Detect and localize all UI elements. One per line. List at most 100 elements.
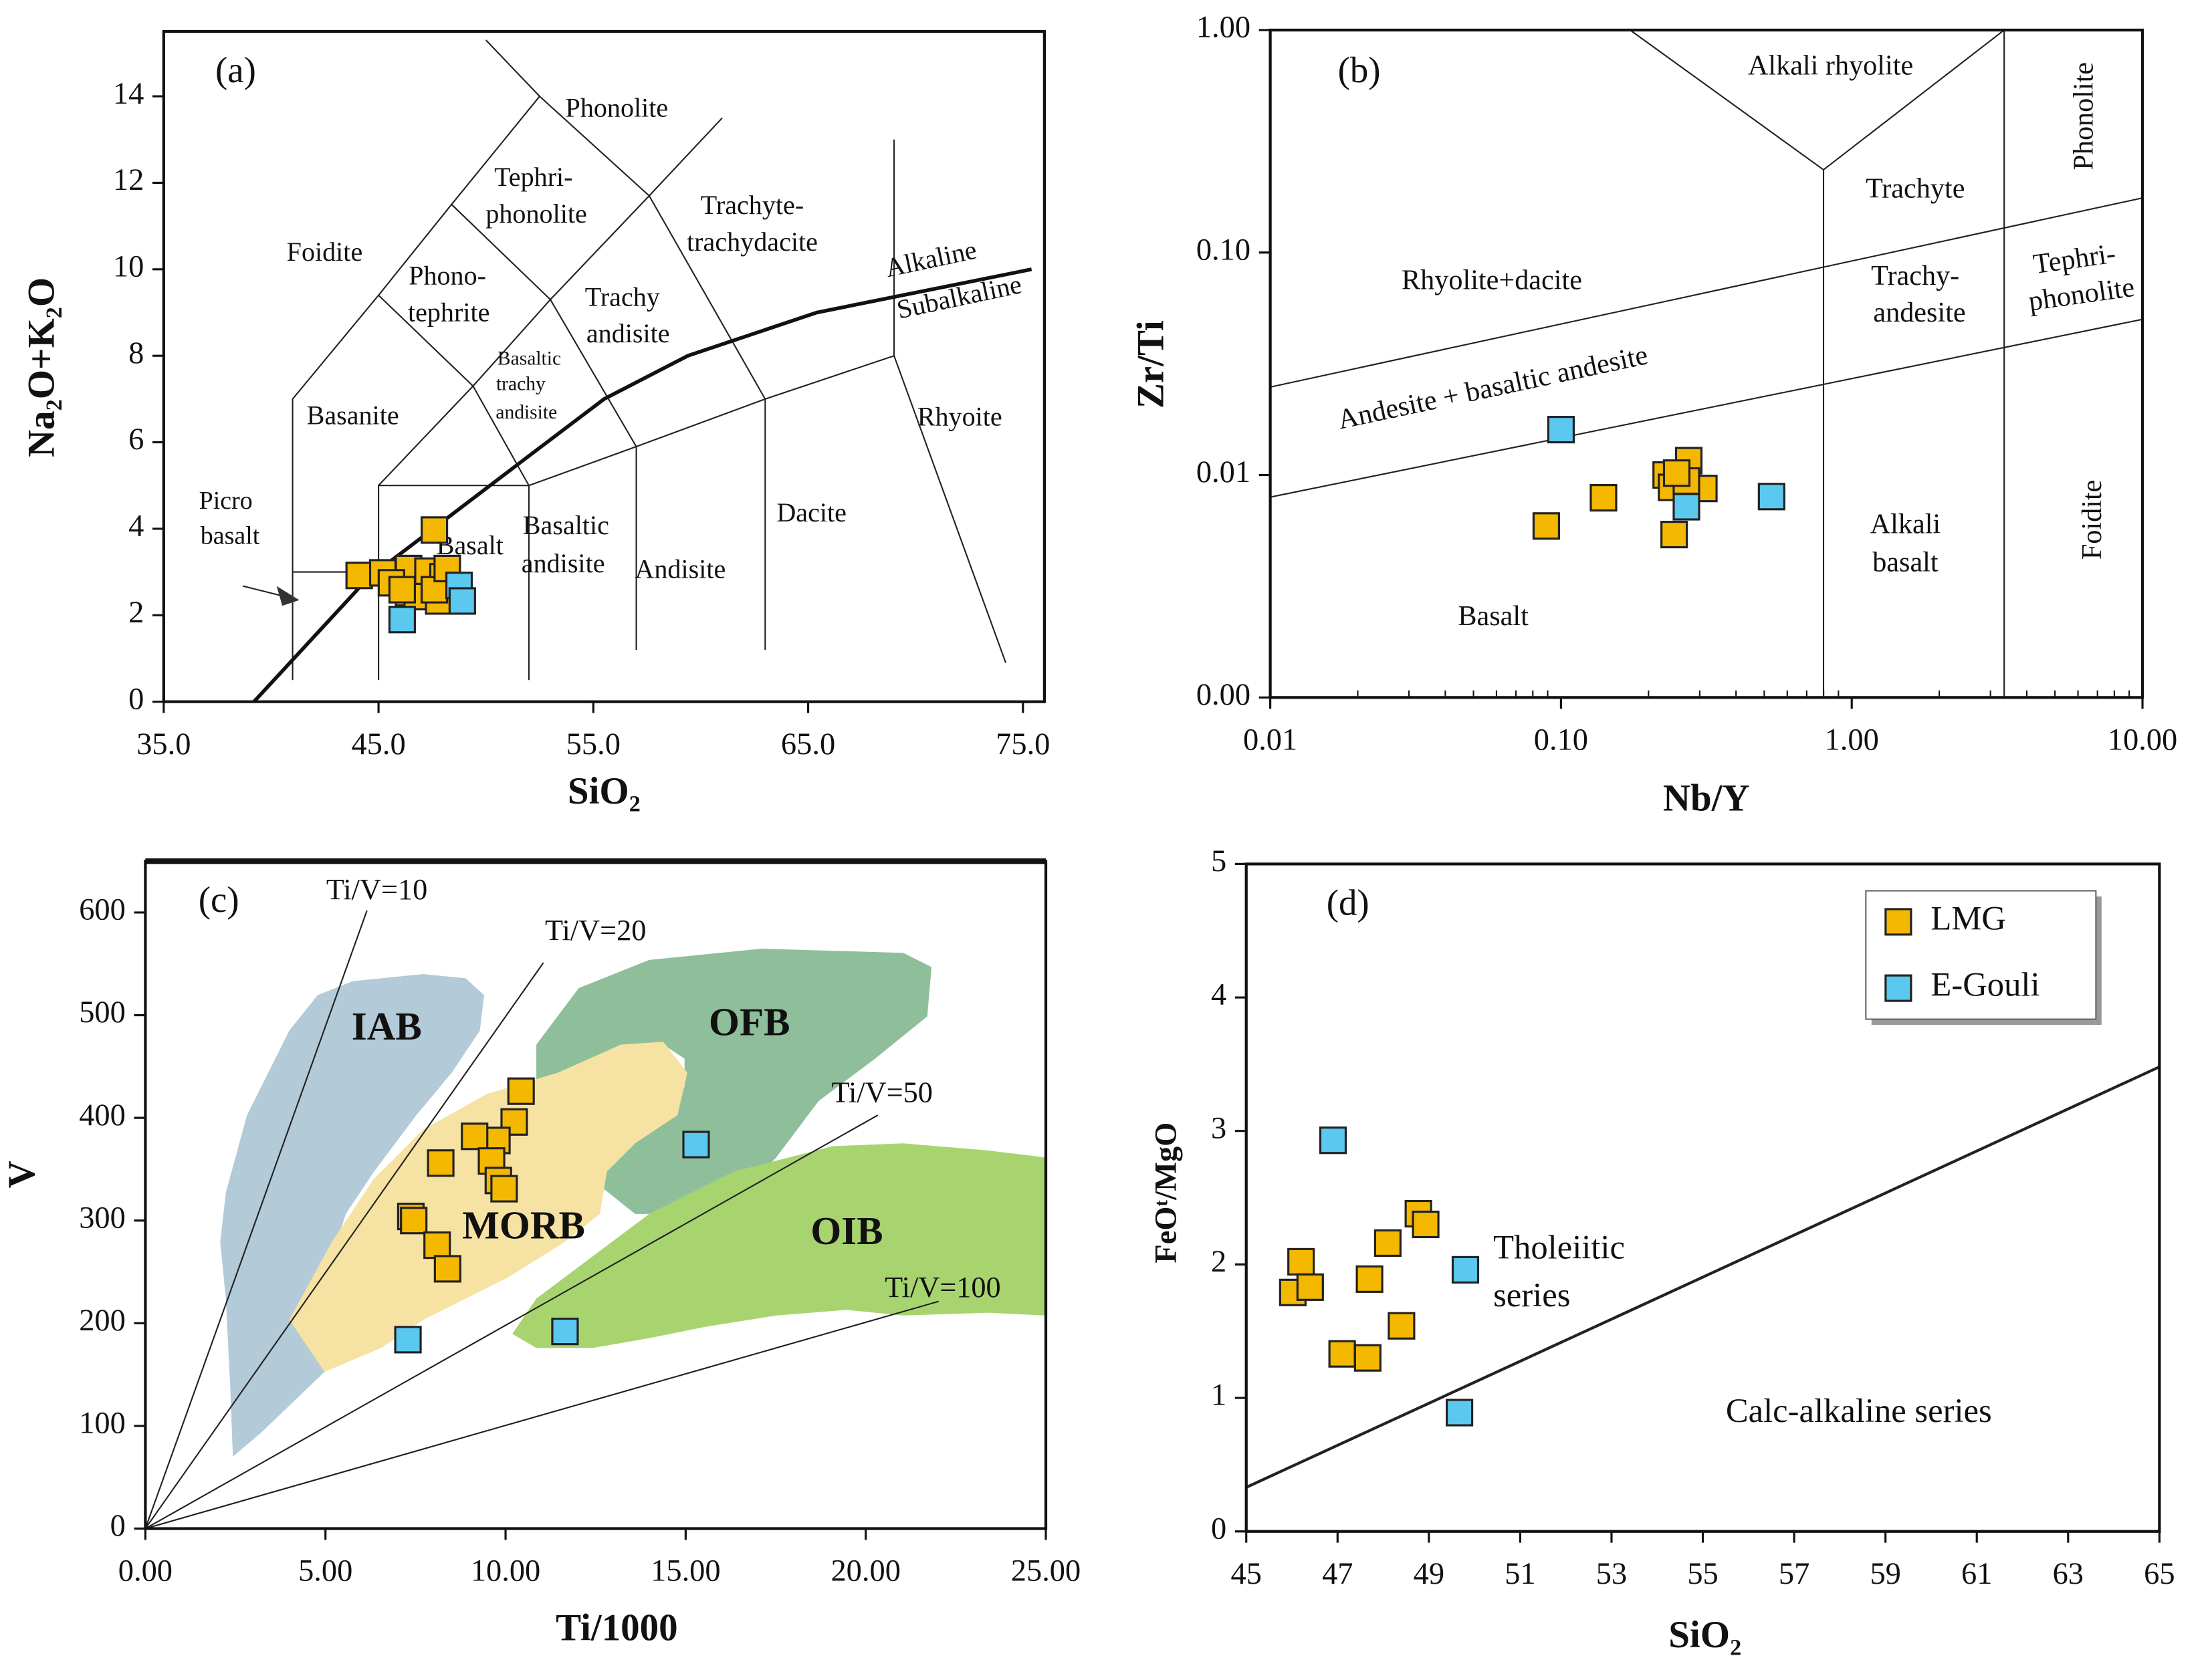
annotation: Basaltic [523, 510, 609, 540]
annotation: Foidite [2076, 480, 2108, 560]
data-point [1373, 1229, 1402, 1257]
y-tick-label: 0 [128, 682, 144, 716]
y-tick-label: 1.00 [1196, 11, 1250, 45]
annotation: MORB [462, 1203, 585, 1247]
data-point [1446, 1399, 1474, 1427]
x-tick-label: 45 [1231, 1557, 1262, 1591]
annotation: Alkaline [883, 235, 979, 283]
panel-label: (d) [1327, 882, 1369, 923]
data-point [1662, 459, 1691, 487]
x-tick-label: 10.00 [471, 1554, 540, 1588]
annotation: basalt [1872, 547, 1939, 578]
data-point [345, 562, 373, 590]
data-point [1451, 1255, 1480, 1284]
y-axis-label: V [1, 1161, 43, 1188]
y-tick-label: 0 [1211, 1512, 1226, 1546]
data-point [400, 1207, 428, 1235]
y-tick-label: 300 [79, 1201, 126, 1235]
legend-label: LMG [1931, 900, 2006, 937]
data-point [1287, 1247, 1315, 1276]
data-point [448, 587, 476, 615]
legend-swatch [1884, 974, 1912, 1002]
annotation: andisite [495, 402, 557, 423]
plot-frame [162, 29, 1046, 703]
data-point [1319, 1126, 1347, 1155]
x-tick-label: 0.10 [1534, 723, 1588, 757]
y-tick-label: 600 [79, 893, 126, 927]
data-point [461, 1122, 489, 1151]
x-tick-label: 61 [1961, 1557, 1992, 1591]
annotation: OFB [709, 1000, 790, 1044]
y-tick-label: 0.01 [1196, 455, 1250, 489]
panel-label: (c) [199, 879, 239, 920]
x-tick-label: 0.00 [118, 1554, 173, 1588]
data-point [1660, 521, 1688, 549]
x-tick-label: 15.00 [651, 1554, 720, 1588]
annotation: IAB [352, 1004, 422, 1048]
data-point [423, 1231, 451, 1259]
y-tick-label: 14 [113, 77, 144, 111]
data-point [490, 1175, 518, 1203]
field-region [289, 1042, 687, 1372]
boundary-line [145, 1300, 939, 1530]
data-point [433, 1255, 461, 1283]
y-tick-label: 100 [79, 1407, 126, 1441]
x-tick-label: 75.0 [996, 727, 1050, 761]
annotation: Phonolite [2068, 62, 2099, 170]
boundary-line [893, 355, 1007, 663]
y-tick-label: 0 [110, 1509, 126, 1543]
data-point [1532, 512, 1560, 540]
annotation: Trachy [585, 281, 660, 312]
annotation: basalt [201, 522, 260, 550]
y-axis-label: Zr/Ti [1130, 320, 1172, 408]
data-point [1589, 484, 1618, 512]
annotation: Basalt [1458, 600, 1529, 632]
field-region [220, 974, 484, 1457]
annotation: Basanite [307, 400, 399, 431]
data-point [394, 1326, 422, 1354]
data-point [1296, 1273, 1324, 1301]
y-axis-label: FeOᵗ/MgO [1149, 1122, 1183, 1264]
annotation: Phonolite [566, 92, 669, 122]
y-tick-label: 400 [79, 1098, 126, 1132]
annotation: Trachyte- [701, 190, 804, 220]
boundary-line [1270, 197, 2143, 388]
data-point [1547, 416, 1575, 444]
boundary-line [451, 204, 551, 300]
annotation: Ti/V=50 [831, 1076, 932, 1109]
x-tick-label: 53 [1596, 1557, 1627, 1591]
annotation: Picro [199, 487, 253, 515]
data-point [1388, 1312, 1416, 1340]
annotation: Calc-alkaline series [1726, 1392, 1992, 1429]
x-tick-label: 59 [1870, 1557, 1900, 1591]
legend-label: E-Gouli [1931, 966, 2039, 1003]
y-tick-label: 4 [128, 509, 144, 544]
boundary-line [636, 139, 895, 448]
panel-label: (b) [1338, 49, 1381, 90]
data-point [388, 576, 416, 604]
boundary-line [292, 39, 541, 681]
annotation: Tholeiitic [1493, 1228, 1625, 1266]
data-point [427, 1149, 455, 1177]
x-tick-label: 65.0 [781, 727, 835, 761]
annotation: Ti/V=10 [326, 873, 427, 906]
field-region [512, 1143, 1046, 1348]
y-tick-label: 6 [128, 423, 144, 457]
boundary-line [550, 299, 637, 447]
x-tick-label: 57 [1779, 1557, 1809, 1591]
data-point [1757, 483, 1785, 511]
x-tick-label: 45.0 [351, 727, 405, 761]
data-point [421, 516, 449, 544]
boundary-line [144, 910, 368, 1529]
annotation: Dacite [776, 497, 847, 527]
annotation: phonolite [485, 199, 586, 229]
data-point [682, 1130, 710, 1159]
panel-label: (a) [215, 49, 256, 90]
x-tick-label: 35.0 [136, 727, 191, 761]
annotation: Ti/V=100 [885, 1271, 1001, 1304]
annotation: Tephri- [2031, 237, 2118, 280]
legend-swatch [1884, 908, 1912, 936]
annotation: trachy [496, 374, 546, 395]
x-tick-label: 51 [1505, 1557, 1535, 1591]
